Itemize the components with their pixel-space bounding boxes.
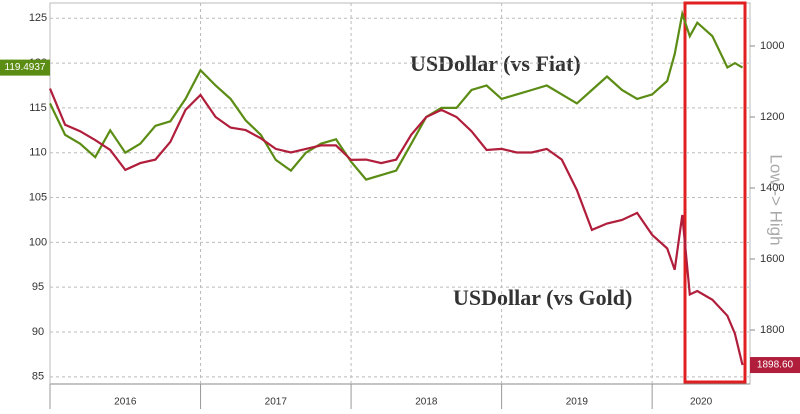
y-tick-label: 105 (29, 191, 47, 203)
y-tick-label: 110 (29, 147, 47, 159)
x-tick-label: 2018 (415, 397, 438, 408)
end-label: 1898.60 (757, 360, 794, 371)
y-tick-label: 90 (32, 326, 44, 338)
data-line (48, 88, 744, 366)
y-tick-label: 125 (29, 12, 47, 24)
x-tick-label: 2016 (114, 397, 137, 408)
y2-axis-label: Low -> High (767, 154, 786, 245)
end-label-box (750, 357, 800, 374)
x-tick-label: 2020 (690, 397, 713, 408)
end-label: 119.4937 (5, 62, 46, 73)
y2-tick-label: 1800 (760, 324, 784, 336)
y-tick-label: 85 (32, 371, 44, 383)
y-tick-label: 115 (29, 102, 47, 114)
x-tick-label: 2017 (265, 397, 288, 408)
plot-area (49, 2, 751, 385)
y-tick-label: 100 (29, 236, 47, 248)
y2-tick-label: 1600 (760, 253, 784, 265)
end-label-box (0, 59, 50, 76)
y2-tick-label: 1000 (760, 40, 784, 52)
x-tick-label: 2019 (566, 397, 589, 408)
y2-tick-label: 1200 (760, 111, 784, 123)
highlight-box (683, 1, 747, 384)
y-tick-label: 95 (32, 281, 44, 293)
data-line (49, 9, 744, 181)
gold-annotation: USDollar (vs Gold) (453, 285, 632, 310)
y2-tick-label: 1400 (760, 182, 784, 194)
